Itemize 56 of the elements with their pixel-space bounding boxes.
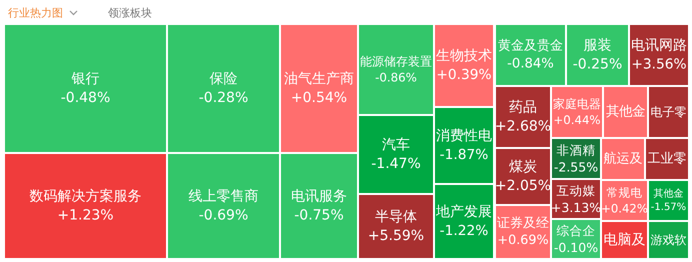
category-label: 半导体 — [375, 209, 417, 226]
category-label: 其他金 — [654, 187, 684, 200]
data-label: -0.28% — [198, 90, 248, 106]
data-label: -1.22% — [440, 222, 488, 239]
data-label: -1.87% — [440, 146, 488, 163]
category-label: 电脑及 — [604, 232, 646, 248]
data-label: -0.10% — [554, 240, 598, 255]
category-label: 家庭电器 — [553, 97, 601, 112]
data-label: +1.23% — [57, 207, 114, 224]
data-label: +3.56% — [631, 56, 687, 72]
category-label: 电讯服务 — [291, 188, 347, 205]
category-label: 煤炭 — [509, 159, 537, 176]
data-label: -1.47% — [371, 156, 421, 172]
category-label: 地产发展 — [435, 204, 492, 220]
data-label: -0.25% — [572, 56, 622, 72]
text: 领涨板块 — [108, 6, 152, 20]
data-label: -0.69% — [198, 207, 248, 224]
category-label: 汽车 — [382, 137, 410, 154]
data-label: +0.69% — [497, 233, 549, 248]
category-label: 游戏软 — [650, 233, 686, 247]
category-label: 常规电 — [606, 186, 642, 200]
data-label: +0.39% — [436, 66, 492, 83]
text: 行业热力图 — [8, 6, 63, 20]
category-label: 证券及经 — [497, 216, 549, 231]
data-label: +2.05% — [494, 178, 552, 194]
category-label: 线上零售商 — [188, 188, 258, 205]
category-label: 综合企 — [556, 223, 596, 238]
category-label: 银行 — [70, 71, 100, 88]
category-label: 黄金及贵金 — [498, 38, 563, 54]
category-label: 其他金 — [606, 104, 645, 120]
category-label: 电讯网路 — [631, 38, 687, 54]
data-label: +0.54% — [290, 90, 348, 106]
category-label: 数码解决方案服务 — [30, 188, 142, 205]
category-label: 药品 — [509, 100, 537, 116]
category-label: 消费性电 — [436, 128, 492, 144]
data-label: -2.55% — [554, 159, 598, 174]
data-label: -0.84% — [507, 56, 554, 72]
data-label: +5.59% — [368, 228, 424, 244]
data-label: +0.42% — [601, 201, 648, 216]
data-label: -0.75% — [294, 207, 344, 224]
category-label: 互动媒 — [556, 183, 596, 198]
data-label: +0.44% — [553, 112, 601, 127]
category-label: 非酒精 — [556, 142, 596, 158]
category-label: 工业零 — [648, 152, 686, 166]
category-label: 服装 — [584, 38, 612, 54]
category-label: 生物技术 — [436, 48, 492, 64]
category-label: 能源储存装置 — [360, 54, 432, 69]
data-label: -1.57% — [650, 202, 686, 213]
data-label: +2.68% — [494, 118, 552, 134]
category-label: 油气生产商 — [284, 71, 354, 88]
data-label: -0.86% — [375, 70, 417, 84]
category-label: 保险 — [210, 71, 238, 88]
category-label: 航运及 — [604, 152, 642, 166]
data-label: +3.13% — [550, 200, 602, 215]
data-label: -0.48% — [60, 90, 110, 106]
category-label: 电子零 — [650, 105, 686, 119]
